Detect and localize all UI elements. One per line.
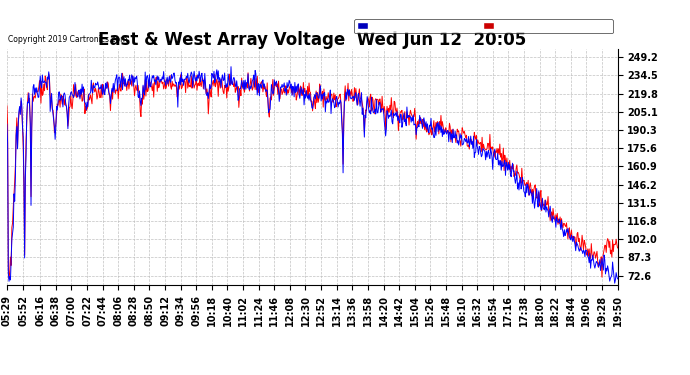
Title: East & West Array Voltage  Wed Jun 12  20:05: East & West Array Voltage Wed Jun 12 20:…	[98, 31, 526, 49]
Legend: East Array  (DC Volts), West Array  (DC Volts): East Array (DC Volts), West Array (DC Vo…	[354, 19, 613, 33]
Text: Copyright 2019 Cartronics.com: Copyright 2019 Cartronics.com	[8, 34, 127, 44]
